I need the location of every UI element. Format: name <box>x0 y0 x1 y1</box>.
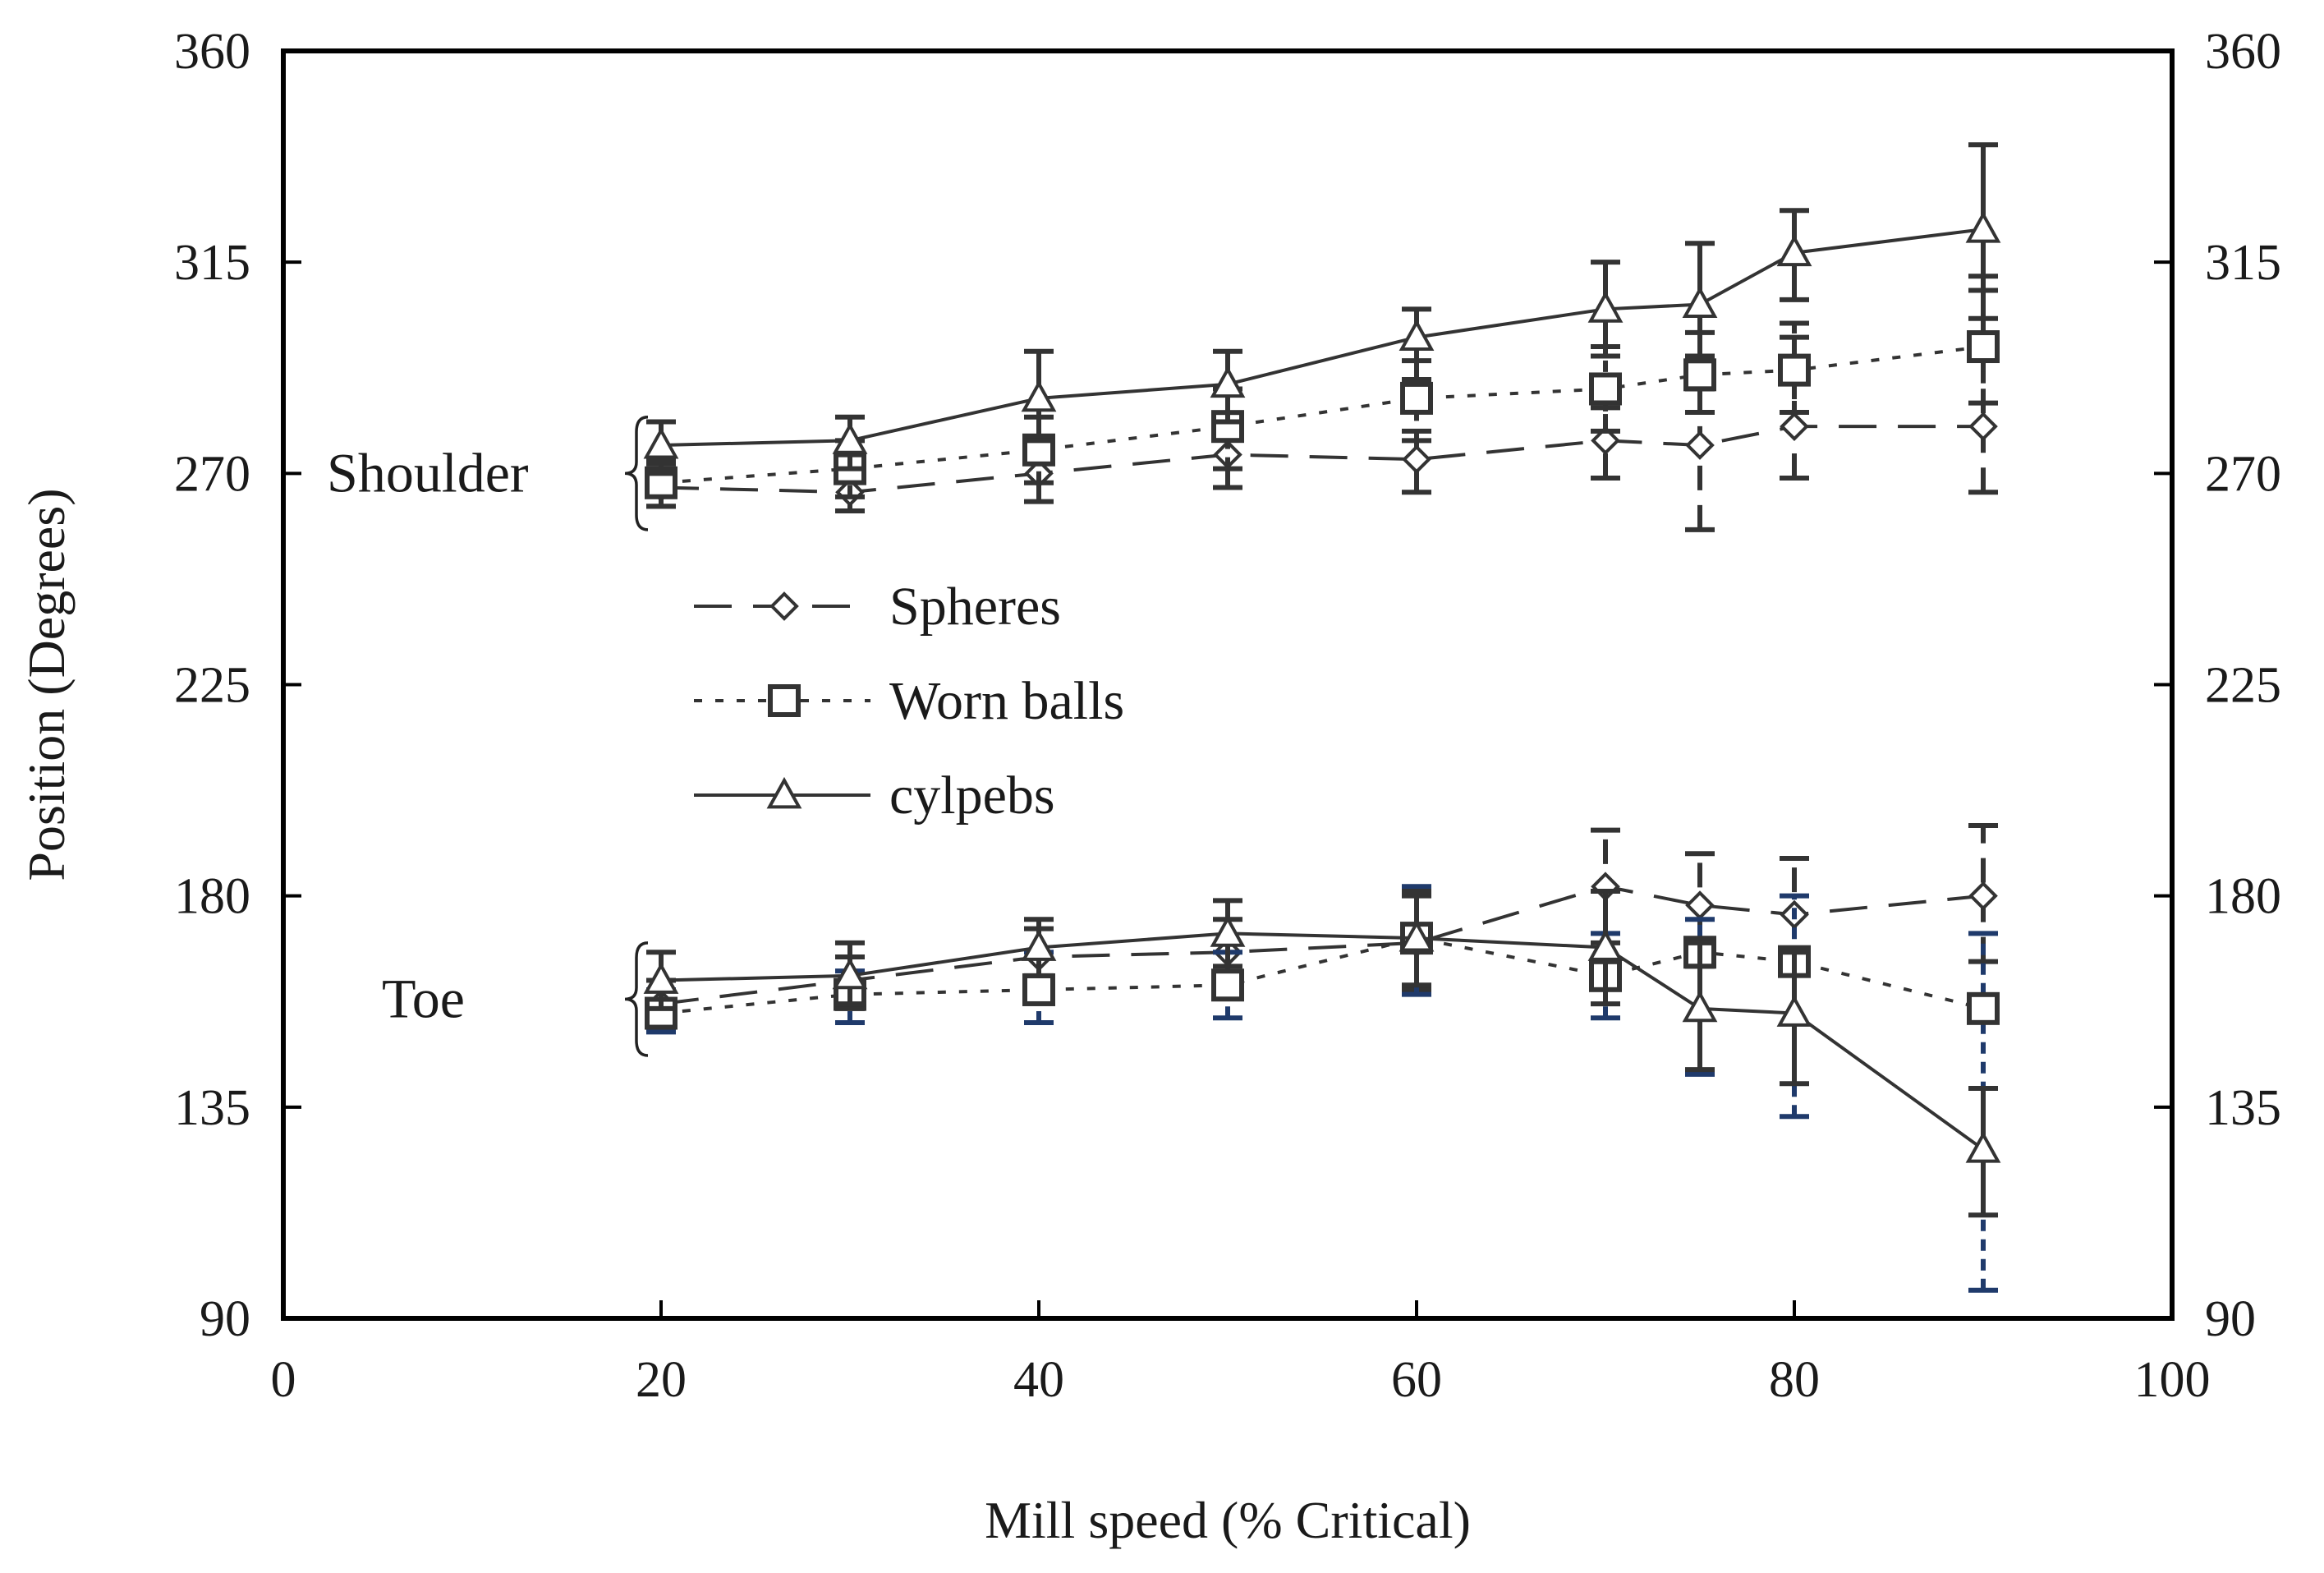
spheres-marker <box>1780 412 1809 442</box>
x-tick-label: 0 <box>271 1352 296 1408</box>
y2-tick-label: 135 <box>2205 1080 2281 1136</box>
y2-tick-label: 360 <box>2205 24 2281 80</box>
legend-label: Spheres <box>889 577 1061 637</box>
cylpebs-marker <box>1021 379 1057 412</box>
worn-balls-marker <box>1211 968 1244 1002</box>
cylpebs-marker <box>1776 995 1812 1027</box>
cylpebs-marker <box>643 962 679 994</box>
x-tick-label: 100 <box>2134 1352 2211 1408</box>
cylpebs-marker <box>766 776 802 809</box>
cylpebs-marker <box>832 422 868 454</box>
worn-balls-marker <box>1400 381 1433 415</box>
spheres-marker <box>1968 412 1998 442</box>
y-tick-label: 225 <box>174 658 250 714</box>
x-tick-label: 40 <box>1013 1352 1064 1408</box>
spheres-marker <box>1685 430 1715 460</box>
series-line <box>660 936 1984 1015</box>
y-tick-label: 180 <box>174 869 250 925</box>
group-label-toe: Toe <box>382 967 465 1029</box>
cylpebs-marker <box>832 957 868 990</box>
y-tick-label: 270 <box>174 446 250 502</box>
legend-label: Worn balls <box>889 671 1124 731</box>
cylpebs-marker <box>1587 291 1624 323</box>
y2-tick-label: 225 <box>2205 658 2281 714</box>
group-brace <box>624 416 649 531</box>
y-tick-label: 360 <box>174 24 250 80</box>
cylpebs-marker <box>1021 929 1057 961</box>
worn-balls-marker <box>1589 372 1622 406</box>
spheres-marker <box>1968 881 1998 911</box>
group-label-shoulder: Shoulder <box>327 441 529 504</box>
spheres-marker <box>1402 444 1431 475</box>
y-tick-label: 90 <box>200 1291 250 1347</box>
y2-tick-label: 90 <box>2205 1291 2256 1347</box>
cylpebs-marker <box>1399 319 1435 352</box>
shoulder-cylpebs-series <box>643 142 2001 476</box>
y2-tick-label: 270 <box>2205 446 2281 502</box>
spheres-marker <box>769 591 799 621</box>
legend-item-spheres: Spheres <box>694 577 1061 637</box>
ticks-layer: 0 20 40 60 80 1009013518022527031536090135180… <box>174 24 2281 1408</box>
y2-tick-label: 180 <box>2205 869 2281 925</box>
legend-label: cylpebs <box>889 766 1055 826</box>
y2-tick-label: 315 <box>2205 235 2281 291</box>
cylpebs-marker <box>1682 990 1718 1023</box>
y-tick-label: 315 <box>174 235 250 291</box>
worn-balls-marker <box>1967 991 2000 1025</box>
worn-balls-marker <box>1967 330 2000 364</box>
cylpebs-marker <box>1682 286 1718 318</box>
cylpebs-marker <box>1210 915 1246 947</box>
legend-item-worn-balls: Worn balls <box>694 671 1124 731</box>
worn-balls-marker <box>1778 353 1811 387</box>
toe-cylpebs-series <box>643 888 2001 1218</box>
cylpebs-marker <box>643 426 679 459</box>
cylpebs-marker <box>1399 919 1435 952</box>
cylpebs-marker <box>1776 234 1812 267</box>
group-label-layer: Shoulder Toe <box>327 416 649 1057</box>
series-layer <box>643 142 2001 1293</box>
y-axis-label: Position (Degrees) <box>17 488 76 881</box>
x-tick-label: 20 <box>636 1352 687 1408</box>
cylpebs-marker <box>1965 211 2001 243</box>
x-axis-label: Mill speed (% Critical) <box>985 1491 1471 1549</box>
legend: Spheres Worn balls cylpebs <box>694 577 1124 826</box>
worn-balls-marker <box>1683 358 1716 392</box>
spheres-marker <box>1591 425 1620 456</box>
y-tick-label: 135 <box>174 1080 250 1136</box>
cylpebs-marker <box>1587 929 1624 961</box>
legend-item-cylpebs: cylpebs <box>694 766 1055 826</box>
group-brace <box>624 941 649 1057</box>
series-line <box>660 885 1984 1006</box>
x-tick-label: 80 <box>1769 1352 1820 1408</box>
cylpebs-marker <box>1965 1131 2001 1163</box>
worn-balls-marker <box>1022 973 1055 1006</box>
worn-balls-marker <box>768 684 801 717</box>
series-line <box>660 425 1983 494</box>
cylpebs-marker <box>1210 366 1246 398</box>
x-tick-label: 60 <box>1391 1352 1442 1408</box>
